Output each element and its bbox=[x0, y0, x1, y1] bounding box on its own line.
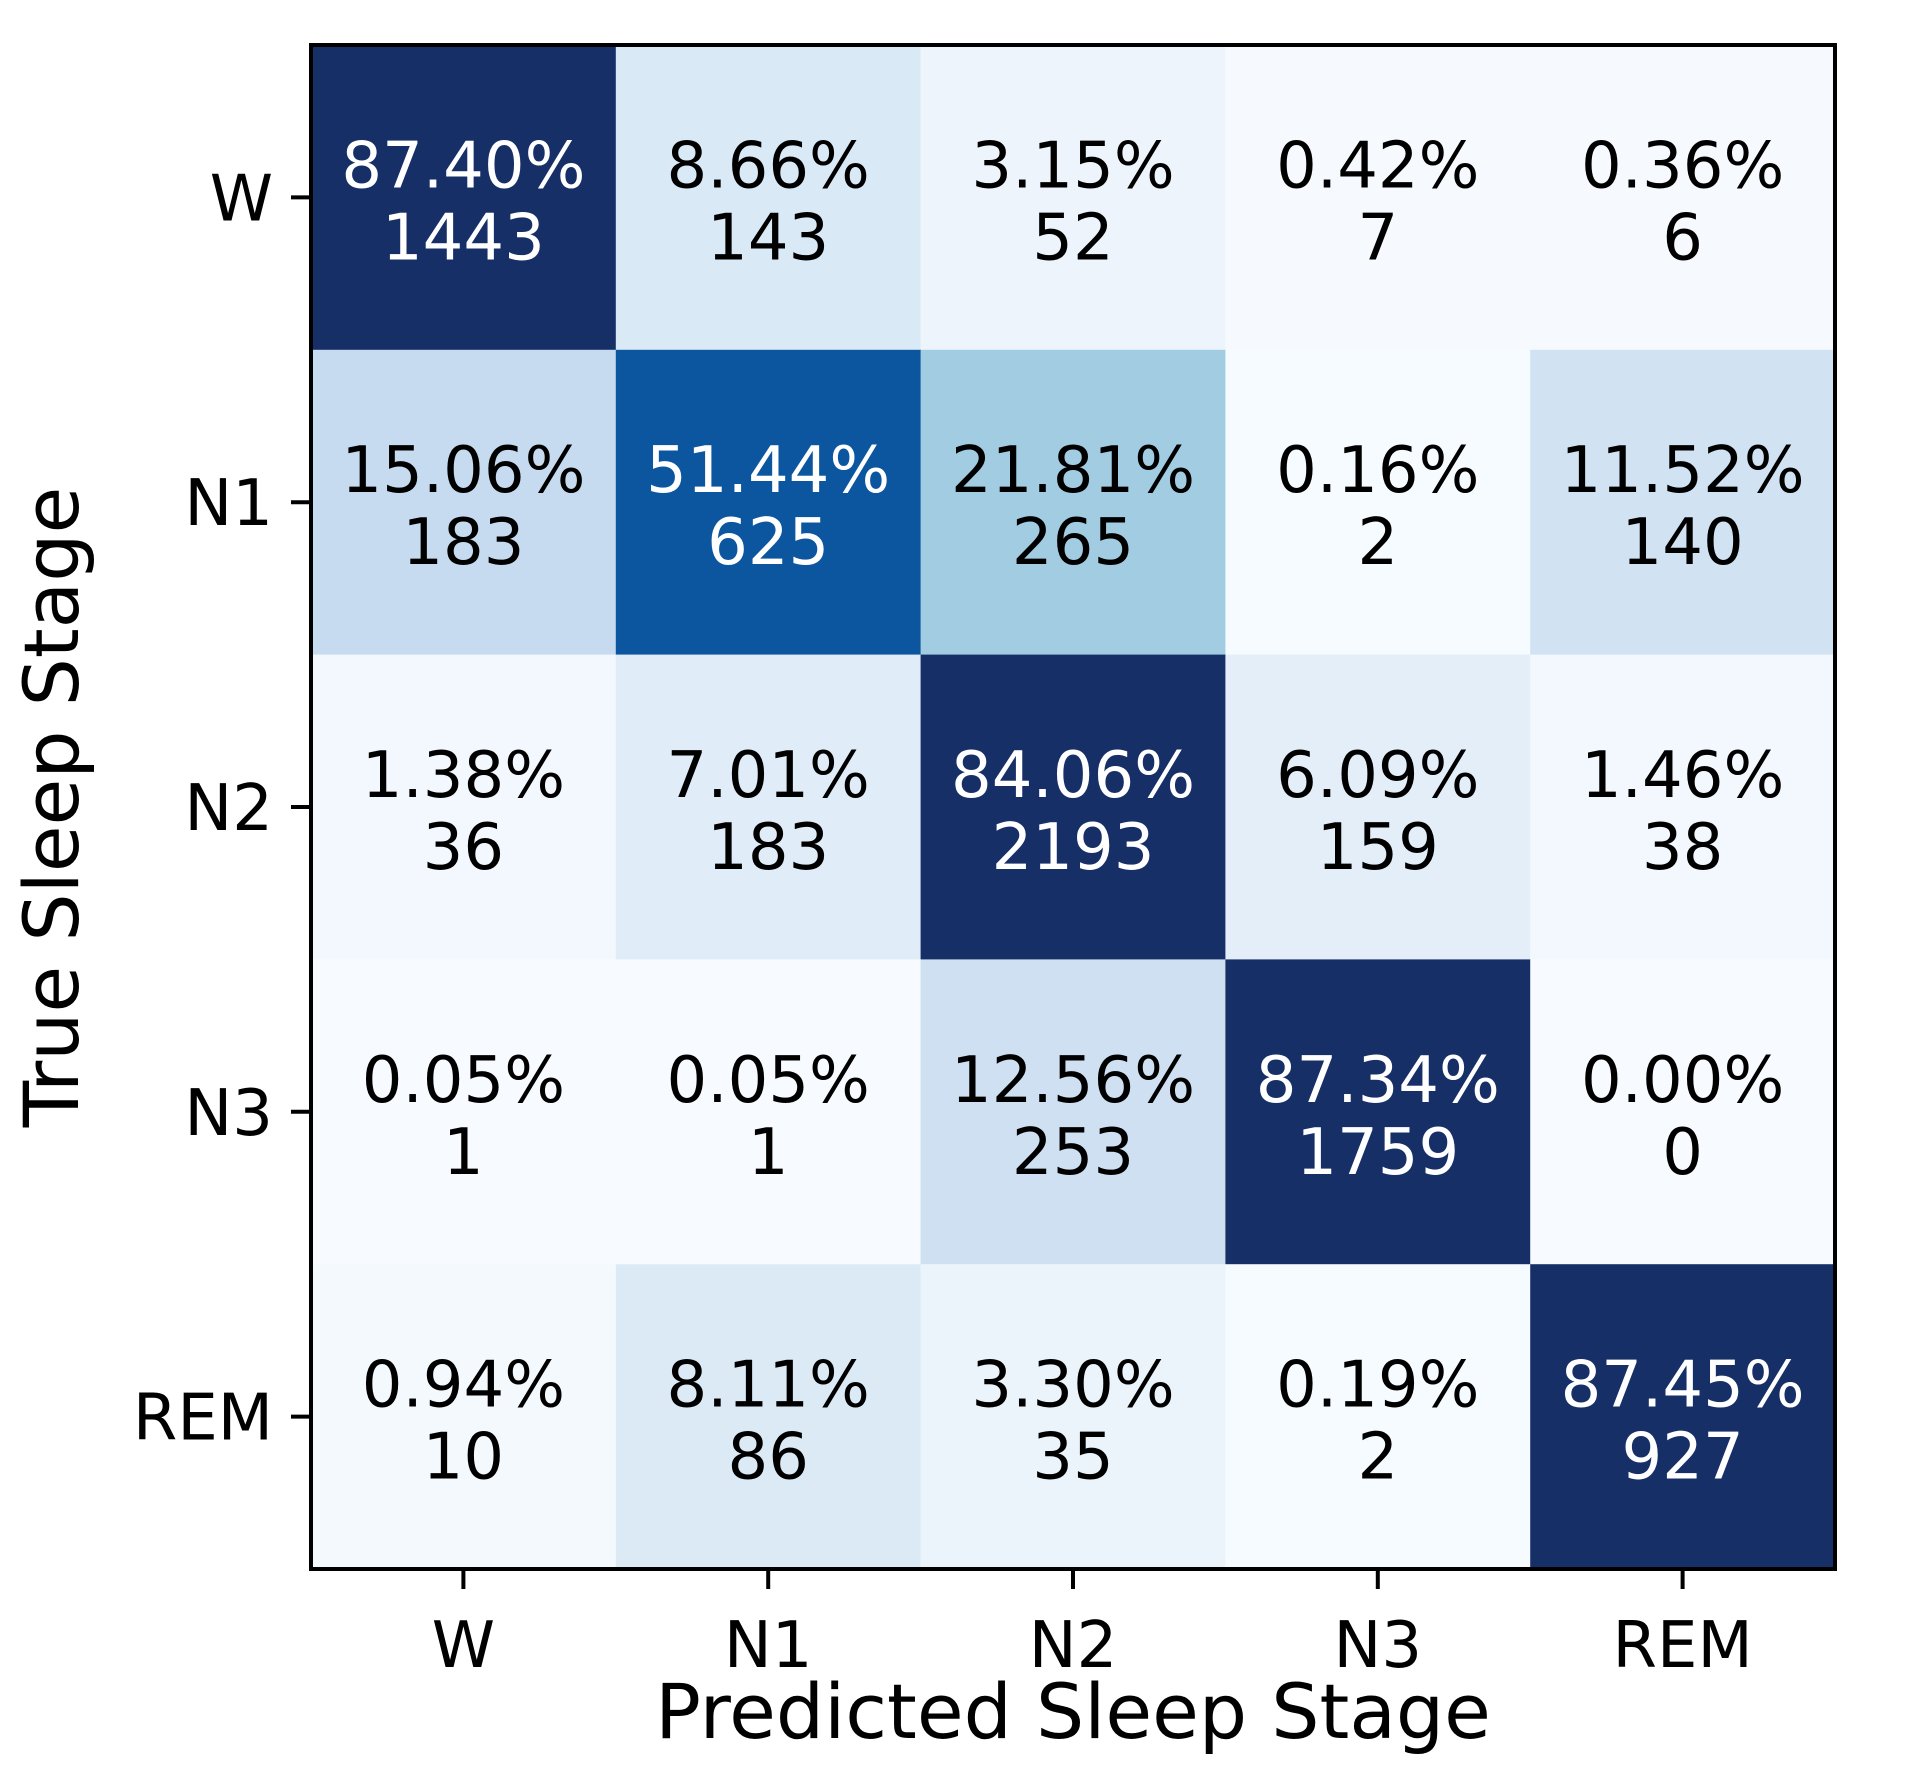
cell-count-label: 1759 bbox=[1296, 1116, 1459, 1190]
cell-percent-label: 0.42% bbox=[1276, 129, 1479, 203]
cell-percent-label: 0.00% bbox=[1581, 1044, 1784, 1118]
cell-percent-label: 87.40% bbox=[341, 129, 585, 203]
cell-percent-label: 84.06% bbox=[951, 739, 1195, 813]
cell-percent-label: 8.11% bbox=[667, 1349, 870, 1423]
x-axis-label: Predicted Sleep Stage bbox=[655, 1667, 1491, 1756]
heatmap-cells: 87.40%1443 8.66%143 3.15%52 0.42%7 0.36%6 15.… bbox=[311, 45, 1836, 1570]
cell-percent-label: 1.46% bbox=[1581, 739, 1784, 813]
cell-count-label: 35 bbox=[1032, 1421, 1113, 1495]
y-tick-label: W bbox=[210, 162, 273, 236]
cell-count-label: 625 bbox=[707, 506, 829, 580]
heatmap-cell bbox=[615, 349, 922, 656]
cell-percent-label: 6.09% bbox=[1276, 739, 1479, 813]
heatmap-cell bbox=[1225, 349, 1531, 656]
heatmap-cell bbox=[920, 1264, 1226, 1570]
cell-count-label: 140 bbox=[1622, 506, 1744, 580]
x-tick-label: W bbox=[432, 1609, 495, 1683]
cell-count-label: 36 bbox=[423, 811, 504, 885]
heatmap-cell bbox=[615, 654, 922, 960]
heatmap-cell bbox=[1530, 654, 1836, 960]
cell-percent-label: 0.05% bbox=[667, 1044, 870, 1118]
cell-count-label: 143 bbox=[707, 201, 829, 275]
y-tick-label: REM bbox=[133, 1382, 273, 1456]
cell-percent-label: 7.01% bbox=[667, 739, 870, 813]
heatmap-cell bbox=[311, 45, 617, 351]
cell-count-label: 183 bbox=[707, 811, 829, 885]
cell-count-label: 2 bbox=[1357, 1421, 1398, 1495]
cell-percent-label: 11.52% bbox=[1561, 434, 1805, 508]
heatmap-cell bbox=[1530, 45, 1836, 351]
cell-percent-label: 87.34% bbox=[1256, 1044, 1500, 1118]
cell-percent-label: 0.19% bbox=[1276, 1349, 1479, 1423]
heatmap-cell bbox=[920, 45, 1226, 351]
cell-percent-label: 87.45% bbox=[1561, 1349, 1805, 1423]
heatmap-cell bbox=[1225, 959, 1531, 1265]
heatmap-cell bbox=[311, 654, 617, 960]
heatmap-cell bbox=[1225, 45, 1531, 351]
cell-percent-label: 12.56% bbox=[951, 1044, 1195, 1118]
cell-count-label: 1 bbox=[443, 1116, 484, 1190]
heatmap-cell bbox=[1530, 959, 1836, 1265]
cell-count-label: 10 bbox=[423, 1421, 504, 1495]
cell-percent-label: 21.81% bbox=[951, 434, 1195, 508]
heatmap-cell bbox=[311, 1264, 617, 1570]
heatmap-cell bbox=[615, 959, 922, 1265]
heatmap-cell bbox=[920, 349, 1226, 656]
heatmap-cell bbox=[615, 45, 922, 351]
heatmap-cell bbox=[1225, 1264, 1531, 1570]
x-tick-label: REM bbox=[1613, 1609, 1753, 1683]
cell-count-label: 38 bbox=[1642, 811, 1723, 885]
cell-count-label: 265 bbox=[1012, 506, 1134, 580]
x-tick-label: N1 bbox=[724, 1609, 813, 1683]
cell-count-label: 2193 bbox=[992, 811, 1155, 885]
cell-percent-label: 0.05% bbox=[362, 1044, 565, 1118]
heatmap-cell bbox=[1225, 654, 1531, 960]
cell-count-label: 927 bbox=[1622, 1421, 1744, 1495]
cell-count-label: 159 bbox=[1317, 811, 1439, 885]
y-axis-label: True Sleep Stage bbox=[7, 487, 96, 1128]
x-tick-label: N2 bbox=[1029, 1609, 1118, 1683]
cell-percent-label: 3.15% bbox=[971, 129, 1174, 203]
cell-percent-label: 0.36% bbox=[1581, 129, 1784, 203]
cell-count-label: 183 bbox=[402, 506, 524, 580]
cell-percent-label: 1.38% bbox=[362, 739, 565, 813]
cell-count-label: 6 bbox=[1662, 201, 1703, 275]
cell-count-label: 86 bbox=[727, 1421, 808, 1495]
cell-count-label: 2 bbox=[1357, 506, 1398, 580]
cell-count-label: 1443 bbox=[382, 201, 545, 275]
cell-percent-label: 0.16% bbox=[1276, 434, 1479, 508]
y-tick-label: N1 bbox=[184, 467, 273, 541]
cell-count-label: 52 bbox=[1032, 201, 1113, 275]
heatmap-cell bbox=[615, 1264, 922, 1570]
cell-count-label: 253 bbox=[1012, 1116, 1134, 1190]
cell-percent-label: 51.44% bbox=[646, 434, 890, 508]
heatmap-cell bbox=[311, 959, 617, 1265]
cell-count-label: 0 bbox=[1662, 1116, 1703, 1190]
cell-count-label: 1 bbox=[748, 1116, 789, 1190]
cell-percent-label: 0.94% bbox=[362, 1349, 565, 1423]
heatmap-cell bbox=[1530, 1264, 1836, 1570]
y-tick-label: N3 bbox=[184, 1077, 273, 1151]
y-tick-label: N2 bbox=[184, 772, 273, 846]
cell-count-label: 7 bbox=[1357, 201, 1398, 275]
heatmap-cell bbox=[920, 654, 1226, 960]
x-tick-label: N3 bbox=[1334, 1609, 1423, 1683]
heatmap-cell bbox=[920, 959, 1226, 1265]
heatmap-cell bbox=[311, 349, 617, 656]
cell-percent-label: 15.06% bbox=[341, 434, 585, 508]
cell-percent-label: 3.30% bbox=[971, 1349, 1174, 1423]
heatmap-cell bbox=[1530, 349, 1836, 656]
cell-percent-label: 8.66% bbox=[667, 129, 870, 203]
axis-ticks: W N1 N2 N3 REM W N1 N2 N3 REM bbox=[133, 162, 1753, 1683]
